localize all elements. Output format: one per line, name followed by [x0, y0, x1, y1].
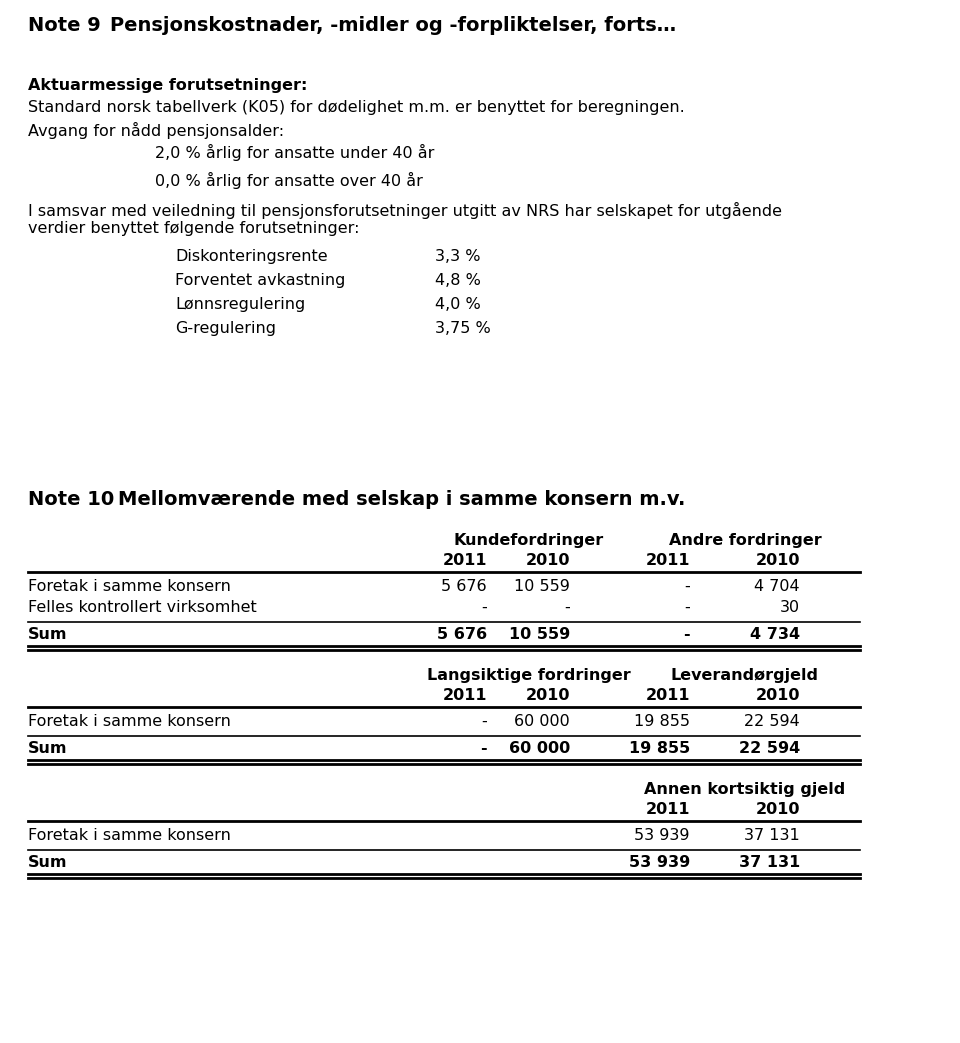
Text: -: - [564, 600, 570, 615]
Text: 10 559: 10 559 [515, 579, 570, 595]
Text: 53 939: 53 939 [629, 855, 690, 870]
Text: 37 131: 37 131 [744, 828, 800, 843]
Text: 2010: 2010 [756, 688, 800, 703]
Text: G-regulering: G-regulering [175, 321, 276, 336]
Text: -: - [684, 579, 690, 595]
Text: Foretak i samme konsern: Foretak i samme konsern [28, 579, 230, 595]
Text: 2011: 2011 [645, 553, 690, 568]
Text: 10 559: 10 559 [509, 627, 570, 642]
Text: -: - [481, 600, 487, 615]
Text: Sum: Sum [28, 741, 67, 756]
Text: 2,0 % årlig for ansatte under 40 år: 2,0 % årlig for ansatte under 40 år [155, 144, 434, 161]
Text: Avgang for nådd pensjonsalder:: Avgang for nådd pensjonsalder: [28, 122, 284, 139]
Text: Aktuarmessige forutsetninger:: Aktuarmessige forutsetninger: [28, 78, 307, 93]
Text: Pensjonskostnader, -midler og -forpliktelser, forts…: Pensjonskostnader, -midler og -forplikte… [110, 16, 676, 35]
Text: Note 9: Note 9 [28, 16, 101, 35]
Text: 2010: 2010 [756, 553, 800, 568]
Text: 2010: 2010 [525, 553, 570, 568]
Text: 3,3 %: 3,3 % [435, 249, 481, 264]
Text: Leverandørgjeld: Leverandørgjeld [671, 668, 819, 683]
Text: 2011: 2011 [443, 553, 487, 568]
Text: Felles kontrollert virksomhet: Felles kontrollert virksomhet [28, 600, 256, 615]
Text: Kundefordringer: Kundefordringer [453, 533, 604, 548]
Text: 5 676: 5 676 [437, 627, 487, 642]
Text: 2011: 2011 [645, 802, 690, 817]
Text: 2010: 2010 [756, 802, 800, 817]
Text: Diskonteringsrente: Diskonteringsrente [175, 249, 327, 264]
Text: 37 131: 37 131 [739, 855, 800, 870]
Text: I samsvar med veiledning til pensjonsforutsetninger utgitt av NRS har selskapet : I samsvar med veiledning til pensjonsfor… [28, 202, 782, 219]
Text: 22 594: 22 594 [739, 741, 800, 756]
Text: Sum: Sum [28, 627, 67, 642]
Text: verdier benyttet følgende forutsetninger:: verdier benyttet følgende forutsetninger… [28, 221, 359, 236]
Text: -: - [684, 627, 690, 642]
Text: -: - [481, 714, 487, 729]
Text: 2010: 2010 [525, 688, 570, 703]
Text: Mellomværende med selskap i samme konsern m.v.: Mellomværende med selskap i samme konser… [118, 490, 685, 509]
Text: 4 704: 4 704 [755, 579, 800, 595]
Text: 4,8 %: 4,8 % [435, 273, 481, 288]
Text: 19 855: 19 855 [629, 741, 690, 756]
Text: Note 10: Note 10 [28, 490, 114, 509]
Text: Foretak i samme konsern: Foretak i samme konsern [28, 714, 230, 729]
Text: Lønnsregulering: Lønnsregulering [175, 297, 305, 312]
Text: 60 000: 60 000 [515, 714, 570, 729]
Text: -: - [684, 600, 690, 615]
Text: 22 594: 22 594 [744, 714, 800, 729]
Text: 30: 30 [780, 600, 800, 615]
Text: Foretak i samme konsern: Foretak i samme konsern [28, 828, 230, 843]
Text: 4,0 %: 4,0 % [435, 297, 481, 312]
Text: 53 939: 53 939 [635, 828, 690, 843]
Text: 19 855: 19 855 [634, 714, 690, 729]
Text: Langsiktige fordringer: Langsiktige fordringer [426, 668, 631, 683]
Text: 60 000: 60 000 [509, 741, 570, 756]
Text: Standard norsk tabellverk (K05) for dødelighet m.m. er benyttet for beregningen.: Standard norsk tabellverk (K05) for døde… [28, 100, 684, 115]
Text: 2011: 2011 [645, 688, 690, 703]
Text: Forventet avkastning: Forventet avkastning [175, 273, 346, 288]
Text: 3,75 %: 3,75 % [435, 321, 491, 336]
Text: -: - [480, 741, 487, 756]
Text: 4 734: 4 734 [750, 627, 800, 642]
Text: Andre fordringer: Andre fordringer [668, 533, 822, 548]
Text: 5 676: 5 676 [442, 579, 487, 595]
Text: 2011: 2011 [443, 688, 487, 703]
Text: Sum: Sum [28, 855, 67, 870]
Text: Annen kortsiktig gjeld: Annen kortsiktig gjeld [644, 782, 846, 797]
Text: 0,0 % årlig for ansatte over 40 år: 0,0 % årlig for ansatte over 40 år [155, 172, 422, 189]
